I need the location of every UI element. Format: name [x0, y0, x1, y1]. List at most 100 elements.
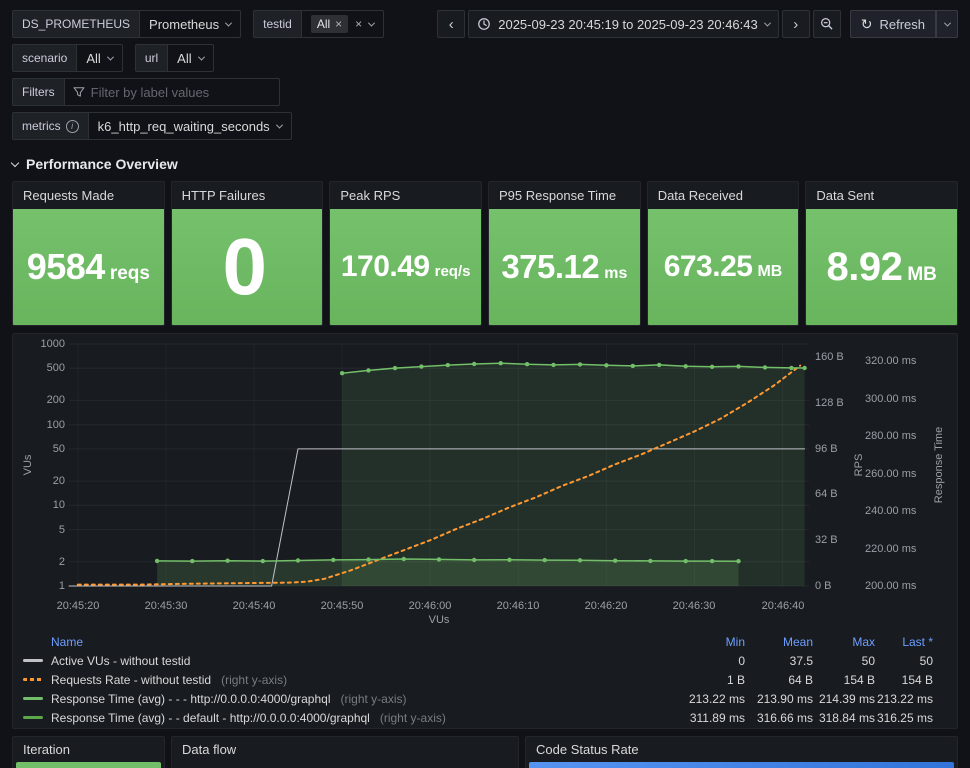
- legend-series-name: Response Time (avg) - - default - http:/…: [51, 710, 370, 725]
- filter-input[interactable]: [90, 84, 271, 100]
- url-label: url: [134, 44, 168, 72]
- datasource-select[interactable]: Prometheus: [139, 10, 242, 38]
- legend-max-value: 214.39 ms: [818, 691, 875, 706]
- filters-input-wrap: [63, 78, 280, 106]
- y-left-tick-label: 500: [46, 362, 65, 374]
- refresh-button-group: ↻ Refresh: [849, 10, 958, 38]
- collapse-chevron-icon: [10, 158, 20, 167]
- chevron-down-icon: [763, 19, 771, 27]
- legend-series-name: Active VUs - without testid: [51, 653, 191, 668]
- chevron-down-icon: [368, 19, 376, 27]
- legend-last-value: 154 B: [901, 672, 933, 687]
- legend-series-toggle[interactable]: Requests Rate - without testid (right y-…: [23, 673, 669, 687]
- y-axis-label-response-time: Response Time: [933, 426, 945, 504]
- y-rps-tick-label: 128 B: [815, 397, 844, 409]
- legend-col-name[interactable]: Name: [51, 634, 84, 649]
- legend-series-name: Response Time (avg) - - - http://0.0.0.0…: [51, 691, 331, 706]
- stat-panel-http-failures: HTTP Failures 0: [170, 181, 324, 326]
- legend-col-min[interactable]: Min: [725, 634, 745, 649]
- metrics-label: metrics i: [12, 112, 88, 140]
- stat-value-area: 8.92 MB: [806, 209, 958, 325]
- metrics-select[interactable]: k6_http_req_waiting_seconds: [87, 112, 292, 140]
- x-tick-label: 20:46:10: [496, 600, 540, 612]
- legend-col-last[interactable]: Last *: [902, 634, 933, 649]
- section-title: Performance Overview: [26, 156, 178, 172]
- legend-series-suffix: (right y-axis): [340, 691, 407, 706]
- testid-label-text: testid: [263, 17, 292, 31]
- legend-last-value: 316.25 ms: [876, 710, 933, 725]
- stat-value: 0: [222, 222, 268, 311]
- panel-title: HTTP Failures: [181, 188, 266, 203]
- refresh-icon: ↻: [860, 16, 873, 32]
- y-left-tick-label: 2: [58, 556, 65, 568]
- legend-col-mean[interactable]: Mean: [782, 634, 813, 649]
- legend-min-value: 213.22 ms: [688, 691, 745, 706]
- testid-chip-text: All: [316, 17, 331, 31]
- legend-mean-value: 37.5: [789, 653, 813, 668]
- stat-panel-p95-response-time: P95 Response Time 375.12 ms: [488, 181, 641, 326]
- legend-series-toggle[interactable]: Response Time (avg) - - - http://0.0.0.0…: [23, 692, 669, 706]
- scenario-select[interactable]: All: [76, 44, 123, 72]
- stat-value-area: 0: [171, 209, 323, 325]
- clear-all-icon[interactable]: ×: [355, 17, 363, 31]
- filters-label: Filters: [12, 78, 64, 106]
- testid-select[interactable]: All × ×: [300, 10, 385, 38]
- legend-row: Response Time (avg) - - default - http:/…: [23, 708, 947, 727]
- x-tick-label: 20:46:40: [761, 600, 805, 612]
- stat-value-area: 170.49 req/s: [330, 209, 482, 325]
- y-rt-tick-label: 320.00 ms: [865, 355, 917, 367]
- y-left-tick-label: 1000: [40, 338, 65, 350]
- y-rps-tick-label: 160 B: [815, 351, 844, 363]
- x-tick-label: 20:45:40: [232, 600, 276, 612]
- refresh-button[interactable]: ↻ Refresh: [849, 10, 936, 38]
- chart-canvas[interactable]: [68, 343, 809, 594]
- scenario-label-text: scenario: [22, 51, 68, 65]
- legend-col-max[interactable]: Max: [852, 634, 875, 649]
- bottom-bar: [16, 762, 161, 768]
- chip-remove-icon[interactable]: ×: [335, 17, 343, 31]
- x-tick-label: 20:46:20: [584, 600, 628, 612]
- y-rps-tick-label: 0 B: [815, 580, 832, 592]
- legend-max-value: 154 B: [843, 672, 875, 687]
- panel-title: Iteration: [23, 741, 70, 757]
- legend-series-toggle[interactable]: Active VUs - without testid: [23, 654, 669, 668]
- y-left-tick-label: 200: [46, 394, 65, 406]
- info-icon[interactable]: i: [65, 119, 79, 133]
- panel-title: Requests Made: [23, 188, 115, 203]
- x-tick-label: 20:46:00: [408, 600, 452, 612]
- timeseries-plot[interactable]: VUs RPS Response Time VUs 1 2 5 10 20 50 100 20…: [22, 338, 947, 630]
- panel-title: Peak RPS: [340, 188, 401, 203]
- time-range-picker[interactable]: 2025-09-23 20:45:19 to 2025-09-23 20:46:…: [468, 10, 779, 38]
- legend-last-value: 213.22 ms: [876, 691, 933, 706]
- legend-series-toggle[interactable]: Response Time (avg) - - default - http:/…: [23, 711, 669, 725]
- refresh-label: Refresh: [879, 16, 925, 32]
- panel-title: Code Status Rate: [536, 741, 639, 757]
- stat-value: 673.25: [663, 250, 753, 283]
- stat-panel-data-received: Data Received 673.25 MB: [646, 181, 800, 326]
- url-select[interactable]: All: [167, 44, 214, 72]
- stat-value-area: 673.25 MB: [647, 209, 799, 325]
- section-performance-overview[interactable]: Performance Overview: [10, 156, 958, 172]
- testid-chip[interactable]: All ×: [310, 15, 349, 33]
- stat-unit: MB: [757, 263, 783, 280]
- refresh-interval-dropdown[interactable]: [936, 10, 958, 38]
- time-shift-back-button[interactable]: ‹: [437, 10, 466, 38]
- panel-title: P95 Response Time: [499, 188, 617, 203]
- y-axis-label-rps: RPS: [853, 453, 865, 477]
- time-shift-forward-button[interactable]: ›: [781, 10, 810, 38]
- zoom-out-button[interactable]: [812, 10, 841, 38]
- datasource-label: DS_PROMETHEUS: [12, 10, 140, 38]
- timeseries-panel: VUs RPS Response Time VUs 1 2 5 10 20 50 100 20…: [12, 333, 958, 729]
- legend-row: Requests Rate - without testid (right y-…: [23, 670, 947, 689]
- legend-min-value: 311.89 ms: [689, 710, 745, 725]
- legend-series-name: Requests Rate - without testid: [51, 672, 212, 687]
- scenario-picker: scenario All: [12, 44, 123, 72]
- datasource-picker: DS_PROMETHEUS Prometheus: [12, 10, 242, 38]
- legend-marker: [23, 659, 43, 662]
- legend-series-suffix: (right y-axis): [221, 672, 288, 687]
- stat-value: 8.92: [826, 245, 903, 289]
- toolbar-row-1: DS_PROMETHEUS Prometheus testid All × ×: [12, 10, 958, 38]
- legend-last-value: 50: [919, 653, 933, 668]
- stat-unit: req/s: [434, 263, 471, 280]
- toolbar-row-4: metrics i k6_http_req_waiting_seconds: [12, 112, 958, 140]
